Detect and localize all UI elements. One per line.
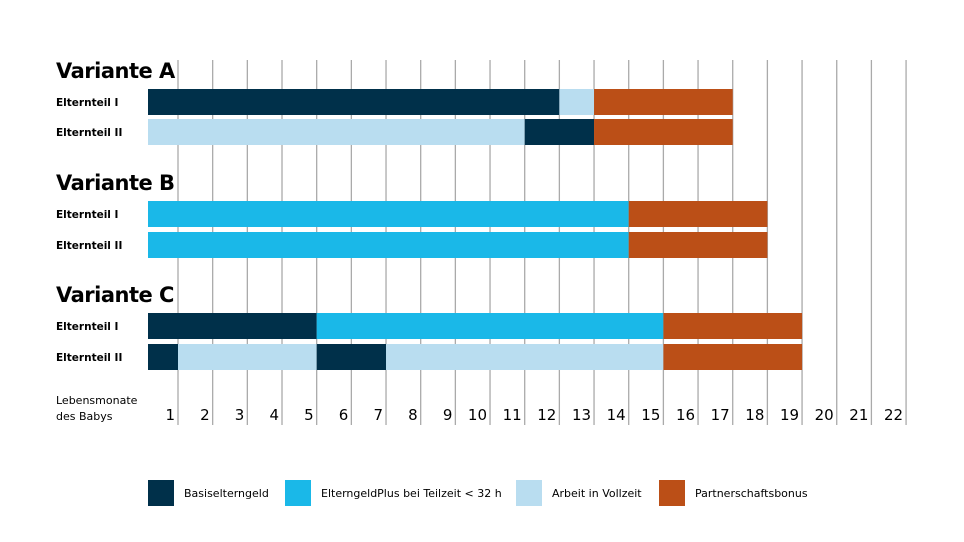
legend-swatch-plus bbox=[285, 480, 311, 506]
x-tick-label: 8 bbox=[408, 406, 418, 424]
bar-segment-basis bbox=[148, 89, 560, 115]
row-label: Elternteil II bbox=[56, 127, 122, 139]
bar-segment-voll bbox=[386, 344, 664, 370]
bar-segment-voll bbox=[559, 89, 595, 115]
row-label: Elternteil I bbox=[56, 321, 118, 333]
x-tick-label: 19 bbox=[780, 406, 799, 424]
bar-segment-basis bbox=[316, 344, 387, 370]
bar-segment-bonus bbox=[628, 201, 768, 227]
x-tick-label: 16 bbox=[676, 406, 695, 424]
x-tick-label: 2 bbox=[200, 406, 210, 424]
x-tick-label: 18 bbox=[745, 406, 764, 424]
bar-segment-basis bbox=[148, 313, 317, 339]
x-axis-label-line1: Lebensmonate bbox=[56, 394, 138, 407]
legend-label: ElterngeldPlus bei Teilzeit < 32 h bbox=[321, 487, 502, 500]
x-tick-label: 15 bbox=[641, 406, 660, 424]
heading-bg bbox=[50, 56, 168, 86]
bar-segment-voll bbox=[178, 344, 317, 370]
bar-segment-voll bbox=[148, 119, 525, 145]
legend-swatch-bonus bbox=[659, 480, 685, 506]
x-tick-label: 6 bbox=[339, 406, 349, 424]
variant-heading: Variante B bbox=[56, 171, 175, 195]
x-tick-label: 21 bbox=[849, 406, 868, 424]
heading-bg bbox=[50, 168, 168, 198]
x-tick-label: 4 bbox=[269, 406, 279, 424]
variant-heading: Variante C bbox=[56, 283, 174, 307]
x-tick-label: 3 bbox=[235, 406, 245, 424]
row-label: Elternteil I bbox=[56, 209, 118, 221]
x-tick-label: 17 bbox=[711, 406, 730, 424]
heading-bg bbox=[50, 280, 168, 310]
x-tick-label: 11 bbox=[503, 406, 522, 424]
x-tick-label: 5 bbox=[304, 406, 314, 424]
bar-segment-plus bbox=[148, 201, 629, 227]
row-label: Elternteil II bbox=[56, 352, 122, 364]
legend-swatch-basis bbox=[148, 480, 174, 506]
bar-segment-bonus bbox=[594, 119, 733, 145]
x-tick-label: 22 bbox=[884, 406, 903, 424]
x-tick-label: 14 bbox=[607, 406, 626, 424]
bar-segment-plus bbox=[316, 313, 664, 339]
bar-segment-plus bbox=[148, 232, 629, 258]
x-tick-label: 12 bbox=[537, 406, 556, 424]
row-label: Elternteil II bbox=[56, 240, 122, 252]
x-tick-label: 9 bbox=[443, 406, 453, 424]
bar-segment-basis bbox=[524, 119, 595, 145]
legend-swatch-voll bbox=[516, 480, 542, 506]
x-tick-label: 13 bbox=[572, 406, 591, 424]
row-label: Elternteil I bbox=[56, 97, 118, 109]
x-tick-label: 7 bbox=[373, 406, 383, 424]
variant-heading: Variante A bbox=[56, 59, 176, 83]
x-axis-label-line2: des Babys bbox=[56, 410, 113, 423]
legend-label: Partnerschaftsbonus bbox=[695, 487, 808, 500]
bar-segment-bonus bbox=[663, 313, 803, 339]
bar-segment-basis bbox=[148, 344, 178, 370]
bar-segment-bonus bbox=[594, 89, 733, 115]
x-tick-label: 10 bbox=[468, 406, 487, 424]
legend-label: Basiselterngeld bbox=[184, 487, 269, 500]
bar-segment-bonus bbox=[663, 344, 803, 370]
x-tick-label: 20 bbox=[815, 406, 834, 424]
legend-label: Arbeit in Vollzeit bbox=[552, 487, 642, 500]
x-tick-label: 1 bbox=[165, 406, 175, 424]
bar-segment-bonus bbox=[628, 232, 768, 258]
